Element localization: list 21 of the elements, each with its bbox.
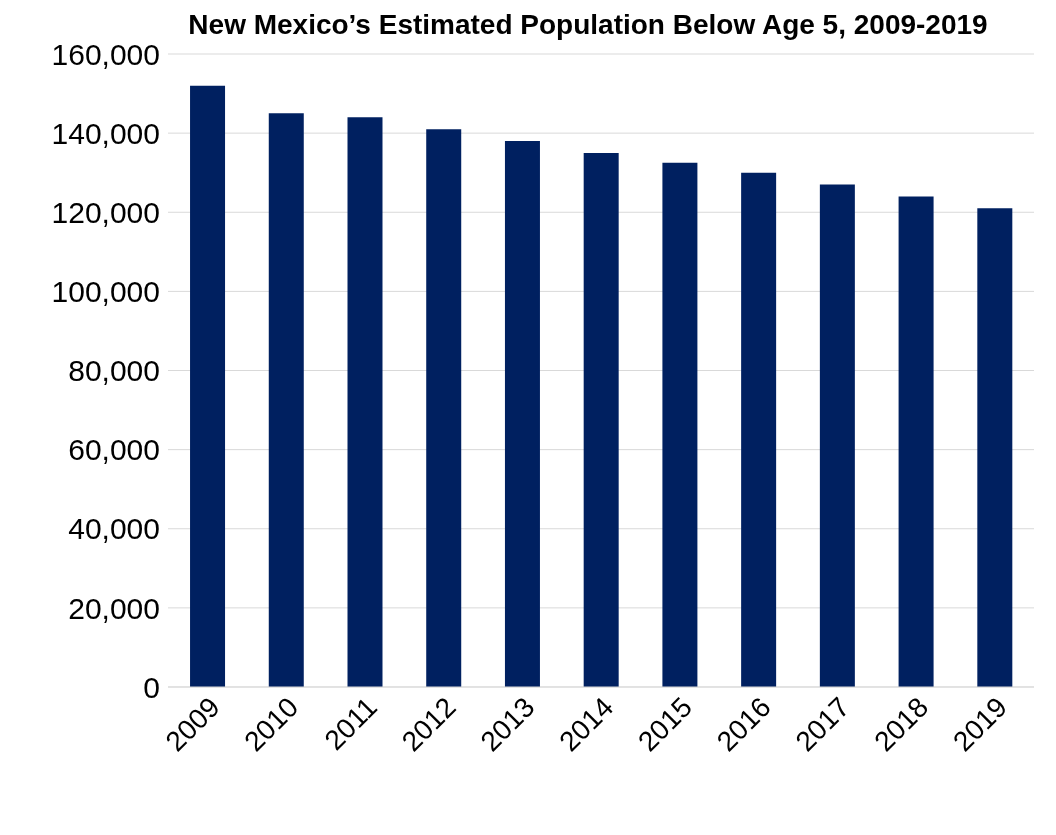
bar (268, 113, 304, 687)
bar (583, 152, 619, 687)
y-tick-label: 20,000 (68, 591, 160, 625)
bar (898, 196, 934, 687)
y-tick-label: 80,000 (68, 354, 160, 388)
bar (741, 172, 777, 687)
y-tick-label: 140,000 (51, 116, 160, 150)
bar (426, 129, 462, 687)
bar (504, 141, 540, 687)
bar (347, 117, 383, 687)
y-tick-label: 160,000 (51, 37, 160, 71)
chart-title: New Mexico’s Estimated Population Below Age 5, 2009-2019 (187, 8, 989, 42)
y-tick-label: 0 (143, 670, 160, 704)
y-tick-label: 120,000 (51, 195, 160, 229)
y-tick-label: 40,000 (68, 512, 160, 546)
y-tick-label: 100,000 (51, 275, 160, 309)
bar (190, 85, 226, 687)
y-tick-label: 60,000 (68, 433, 160, 467)
bar (977, 208, 1013, 687)
bar (662, 162, 698, 687)
bar (819, 184, 855, 687)
